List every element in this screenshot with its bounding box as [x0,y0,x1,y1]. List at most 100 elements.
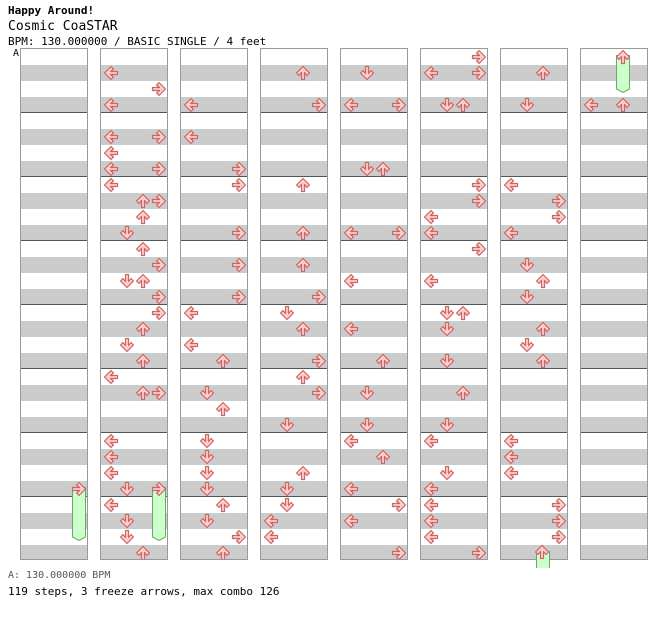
arrow-right-icon [311,289,327,305]
arrow-left-icon [103,449,119,465]
arrow-right-icon [551,209,567,225]
arrow-up-icon [135,241,151,257]
beat-stripe [421,257,487,273]
arrow-left-icon [503,465,519,481]
measure-line [101,112,167,113]
arrow-left-icon [343,481,359,497]
arrow-up-icon [535,353,551,369]
beat-stripe [421,161,487,177]
beat-stripe [341,257,407,273]
freeze-arrow-tail [536,551,550,568]
measure-line [341,176,407,177]
arrow-left-icon [103,65,119,81]
measure-line [261,368,327,369]
beat-stripe [581,385,647,401]
beat-stripe [421,449,487,465]
beat-stripe [21,385,87,401]
measure-line [21,432,87,433]
arrow-down-icon [359,161,375,177]
measure-line [341,432,407,433]
arrow-up-icon [615,97,631,113]
beat-stripe [181,193,247,209]
arrow-right-icon [551,529,567,545]
beat-stripe [261,193,327,209]
measure-line [181,176,247,177]
arrow-left-icon [103,465,119,481]
arrow-right-icon [151,129,167,145]
beat-stripe [501,353,567,369]
arrow-left-icon [183,97,199,113]
arrow-down-icon [199,513,215,529]
measure-line [501,176,567,177]
arrow-down-icon [439,353,455,369]
arrow-left-icon [343,513,359,529]
measure-line [341,240,407,241]
arrow-up-icon [135,385,151,401]
beat-stripe [101,449,167,465]
arrow-left-icon [423,481,439,497]
beat-stripe [181,417,247,433]
arrow-left-icon [343,97,359,113]
beat-stripe [421,65,487,81]
arrow-down-icon [199,481,215,497]
arrow-left-icon [263,513,279,529]
beat-stripe [21,97,87,113]
beat-stripe [181,257,247,273]
measure-line [21,176,87,177]
measure-line [581,432,647,433]
beat-stripe [581,193,647,209]
beat-stripe [581,289,647,305]
beat-stripe [261,545,327,559]
arrow-left-icon [423,513,439,529]
arrow-down-icon [359,65,375,81]
beat-stripe [341,97,407,113]
arrow-left-icon [423,497,439,513]
measure-line [181,112,247,113]
arrow-right-icon [471,49,487,65]
arrow-down-icon [439,97,455,113]
measure-line [421,432,487,433]
measure-line [261,176,327,177]
arrow-up-icon [215,545,231,559]
arrow-down-icon [199,385,215,401]
arrow-right-icon [151,257,167,273]
arrow-down-icon [519,337,535,353]
measure-line [341,368,407,369]
arrow-up-icon [295,225,311,241]
arrow-up-icon [295,177,311,193]
arrow-left-icon [103,161,119,177]
beat-stripe [21,257,87,273]
arrow-right-icon [311,97,327,113]
arrow-left-icon [343,225,359,241]
arrow-down-icon [119,513,135,529]
arrow-up-icon [135,273,151,289]
beat-stripe [501,513,567,529]
chart-column-5 [340,48,408,560]
arrow-left-icon [503,177,519,193]
arrow-down-icon [119,273,135,289]
arrow-right-icon [151,305,167,321]
beat-stripe [181,353,247,369]
arrow-up-icon [295,465,311,481]
measure-line [341,112,407,113]
measure-line [421,368,487,369]
beat-stripe [261,353,327,369]
beat-stripe [21,513,87,529]
beat-stripe [101,289,167,305]
beat-stripe [181,289,247,305]
arrow-down-icon [519,289,535,305]
chart-column-7 [500,48,568,560]
arrow-up-icon [135,209,151,225]
arrow-right-icon [391,225,407,241]
arrow-up-icon [295,257,311,273]
arrow-left-icon [263,529,279,545]
beat-stripe [501,449,567,465]
arrow-up-icon [455,305,471,321]
beat-stripe [421,225,487,241]
beat-stripe [581,97,647,113]
arrow-up-icon [135,193,151,209]
arrow-right-icon [471,193,487,209]
chart-column-6 [420,48,488,560]
beat-stripe [341,321,407,337]
arrow-left-icon [343,321,359,337]
